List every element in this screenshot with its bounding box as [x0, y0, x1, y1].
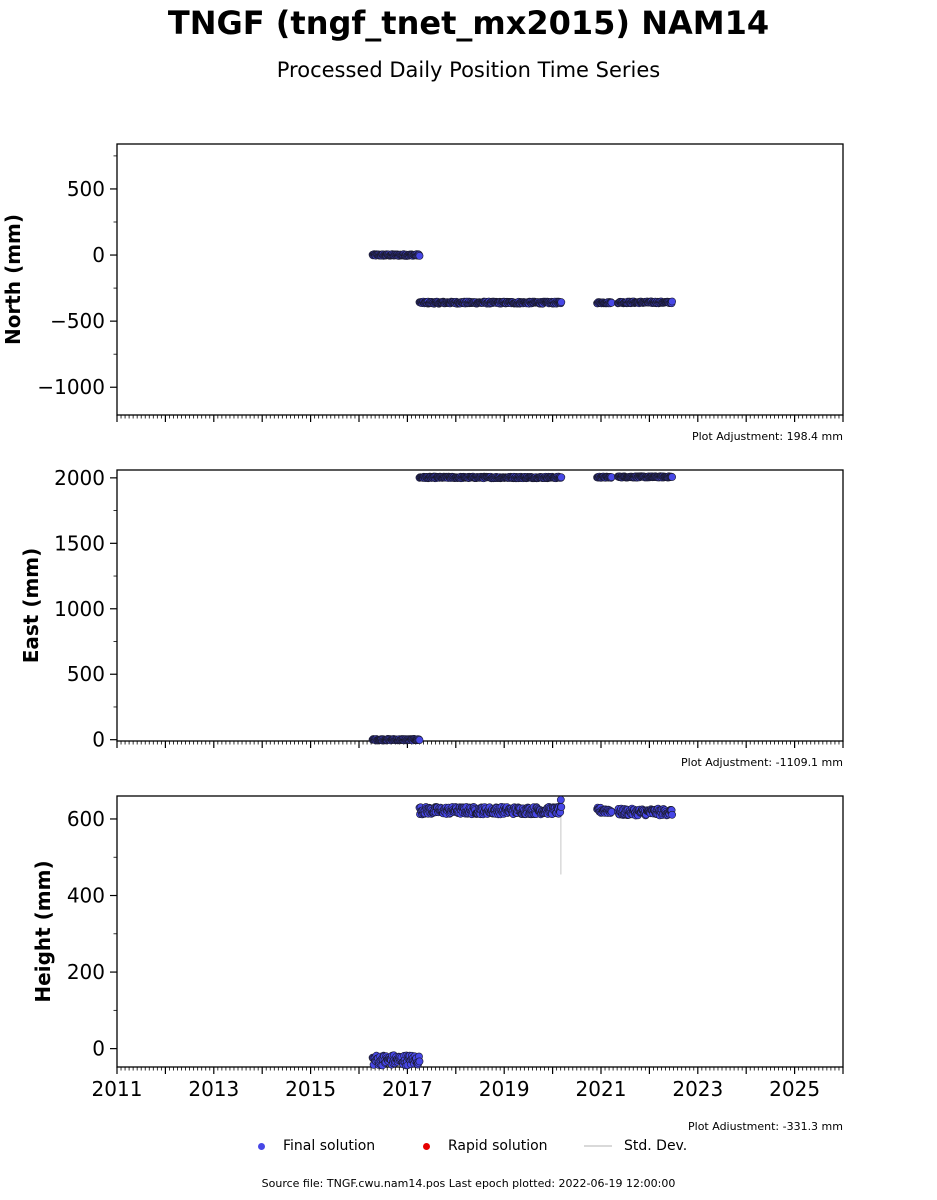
- x-tick-label: 2021: [576, 1077, 627, 1101]
- y-tick-label: 200: [67, 960, 105, 984]
- data-point: [668, 810, 676, 819]
- y-tick-label: 1500: [54, 531, 105, 555]
- y-axis-label: Height (mm): [31, 860, 55, 1002]
- rapid-marker-icon: [423, 1142, 430, 1150]
- y-tick-label: 0: [92, 1037, 105, 1061]
- legend-rapid-label: Rapid solution: [448, 1138, 548, 1154]
- page-subtitle: Processed Daily Position Time Series: [276, 58, 661, 82]
- std-line-icon: [584, 1145, 612, 1147]
- legend-final-label: Final solution: [283, 1138, 376, 1154]
- legend-std-label: Std. Dev.: [624, 1138, 688, 1154]
- data-point: [668, 473, 676, 481]
- data-point: [415, 251, 424, 260]
- data-point: [415, 736, 424, 744]
- source-footer: Source file: TNGF.cwu.nam14.pos Last epo…: [261, 1177, 676, 1190]
- y-axis-label: East (mm): [19, 548, 43, 664]
- x-tick-label: 2019: [479, 1077, 530, 1101]
- legend-std: Std. Dev.: [584, 1138, 687, 1154]
- y-tick-label: −1000: [37, 375, 105, 399]
- data-point: [557, 473, 566, 482]
- plot-adjustment: Plot Adjustment: -1109.1 mm: [681, 756, 843, 769]
- y-axis-label: North (mm): [1, 214, 25, 345]
- data-point: [415, 1057, 424, 1066]
- y-tick-label: 500: [67, 177, 105, 201]
- y-tick-label: −500: [50, 309, 105, 333]
- plot-frame: [116, 143, 844, 416]
- y-tick-label: 500: [67, 662, 105, 686]
- x-tick-label: 2023: [672, 1077, 723, 1101]
- page-title: TNGF (tngf_tnet_mx2015) NAM14: [167, 4, 770, 42]
- final-marker-icon: [258, 1142, 265, 1150]
- y-tick-label: 1000: [54, 597, 105, 621]
- data-point: [557, 803, 566, 811]
- plot-adjustment: Plot Adjustment: -331.3 mm: [688, 1120, 843, 1130]
- x-tick-label: 2017: [382, 1077, 433, 1101]
- x-tick-label: 2015: [285, 1077, 336, 1101]
- y-tick-label: 600: [67, 807, 105, 831]
- y-tick-label: 2000: [54, 466, 105, 490]
- plot-frame: [116, 469, 844, 742]
- data-point: [668, 297, 676, 306]
- y-tick-label: 400: [67, 884, 105, 908]
- y-tick-label: 0: [92, 243, 105, 267]
- time-series-figure: 500 0 −500 −1000 North (mm) Plot Adjustment: …: [1, 143, 844, 1130]
- y-tick-label: 0: [92, 728, 105, 752]
- legend-final: Final solution: [258, 1138, 375, 1154]
- x-tick-label: 2025: [769, 1077, 820, 1101]
- legend-rapid: Rapid solution: [423, 1138, 548, 1154]
- legend: Final solution Rapid solution Std. Dev.: [0, 1138, 937, 1158]
- data-point: [556, 795, 565, 804]
- data-point: [557, 298, 566, 307]
- plot-adjustment: Plot Adjustment: 198.4 mm: [692, 430, 843, 443]
- x-tick-label: 2011: [92, 1077, 143, 1101]
- plot-frame: [116, 795, 844, 1068]
- x-tick-label: 2013: [188, 1077, 239, 1101]
